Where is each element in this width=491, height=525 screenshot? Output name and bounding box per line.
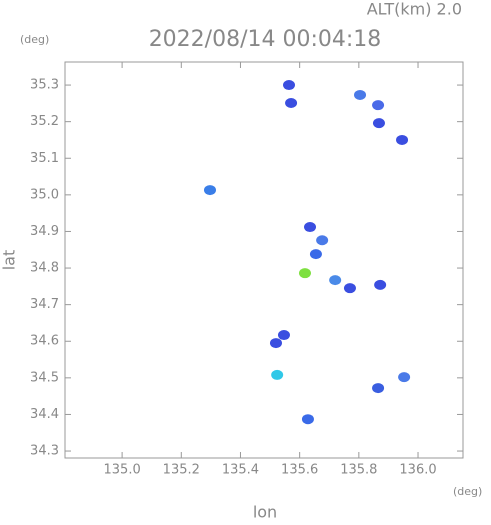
echo [203,185,216,196]
echo [301,414,314,425]
echo [283,80,296,91]
x-tick-label: 135.0 [104,463,141,478]
plot-frame [64,61,464,459]
x-tick-label: 136.0 [399,463,436,478]
y-tick-label: 35.3 [30,78,59,93]
echo [304,222,317,233]
y-tick-label: 34.7 [30,297,59,312]
x-tick-label: 135.2 [163,463,200,478]
y-tick-label: 35.1 [30,151,59,166]
y-tick-label: 34.5 [30,370,59,385]
y-tick-label: 35.2 [30,114,59,129]
echo [316,235,329,246]
y-unit: (deg) [20,33,49,46]
x-tick-label: 135.4 [222,463,259,478]
y-tick-label: 34.6 [30,334,59,349]
x-axis-label: lon [253,503,277,522]
echo [343,283,356,294]
echo [398,372,411,383]
echo [374,279,387,290]
echo [309,249,322,260]
y-tick-label: 34.3 [30,444,59,459]
echo [354,89,367,100]
echo [285,97,298,108]
y-tick-label: 35.0 [30,187,59,202]
y-tick-label: 34.9 [30,224,59,239]
y-axis-label: lat [0,250,19,271]
echo [396,134,409,145]
echo [269,338,282,349]
echo [372,100,385,111]
y-tick-label: 34.4 [30,407,59,422]
echo [277,330,290,341]
x-tick-label: 135.8 [340,463,377,478]
x-tick-label: 135.6 [281,463,318,478]
y-tick-label: 34.8 [30,261,59,276]
x-unit: (deg) [453,485,482,498]
chart-title: 2022/08/14 00:04:18 [149,27,382,52]
echo [372,118,385,129]
echo [329,275,342,286]
echo [298,268,311,279]
subtitle: ALT(km) 2.0 [367,0,462,19]
echo [271,369,284,380]
echo [372,383,385,394]
